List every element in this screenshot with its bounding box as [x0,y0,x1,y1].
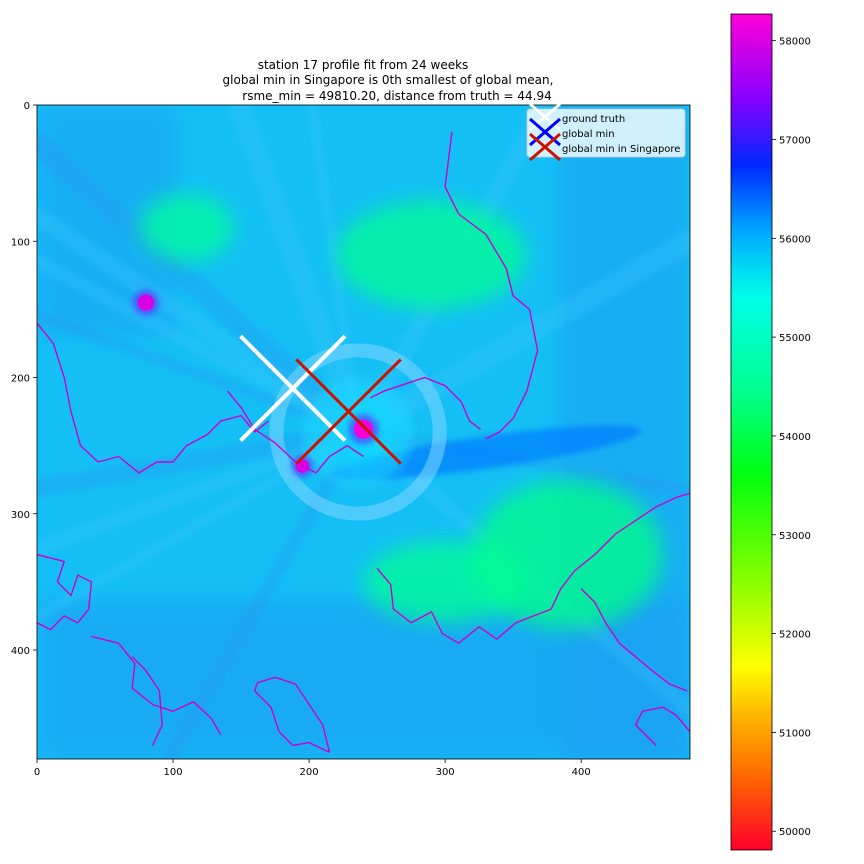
x-tick-label: 200 [300,767,319,778]
field-ring [269,343,447,521]
title-line-2: global min in Singapore is 0th smallest … [223,73,554,87]
field-patch [139,193,235,262]
title-line-1: station 17 profile fit from 24 weeks [258,58,469,72]
field-hotspot [353,419,374,439]
radial-streak [307,105,364,433]
heatmap-features [132,193,663,630]
field-patch [336,200,527,310]
y-tick-label: 400 [11,646,30,657]
x-axis: 0 100 200 300 400 [34,759,591,778]
legend-label: global min [562,129,615,140]
x-tick-label: 400 [572,767,591,778]
y-axis: 0 100 200 300 400 [11,101,37,657]
legend-entry: ground truth [529,102,625,132]
coastline-outlines [37,132,690,834]
y-tick-label: 200 [11,374,30,385]
radial-streak [37,253,362,439]
coastline-path [580,588,688,692]
y-tick-label: 100 [11,237,30,248]
legend-marker [529,117,561,147]
coastline-path [91,635,222,735]
radial-streak [37,425,361,557]
coastline-path [37,553,93,631]
field-hotspot [137,294,154,311]
coastline-path [513,807,636,834]
colorbar: 50000 51000 52000 53000 54000 55000 56000 57000… [730,13,811,851]
colorbar-gradient [731,14,772,850]
y-tick-label: 300 [11,510,30,521]
radial-streak [37,204,364,440]
x-tick-label: 300 [436,767,455,778]
y-tick-label: 0 [24,101,30,112]
colorbar-tick-label: 53000 [779,531,811,542]
colorbar-tick-label: 54000 [779,432,811,443]
legend-label: global min in Singapore [562,144,680,155]
radial-streak [352,227,690,442]
title-line-3: rsme_min = 49810.20, distance from truth… [242,89,551,103]
legend-box [526,108,686,158]
radial-streak [37,128,366,441]
coastline-path [37,322,269,474]
coastline-path [226,390,364,474]
colorbar-tick-label: 56000 [779,234,811,245]
coastline-path [376,492,690,644]
legend-marker [529,102,561,132]
coastline-path [369,376,481,430]
colorbar-frame [730,13,773,851]
x-tick-label: 0 [34,767,40,778]
markers [239,334,402,465]
colorbar-tick-label: 57000 [779,135,811,146]
colorbar-tick-label: 55000 [779,333,811,344]
coastline-path [131,656,163,746]
colorbar-tick-label: 58000 [779,37,811,48]
radial-streak [37,423,360,498]
colorbar-tick-label: 52000 [779,630,811,641]
coastline-path [444,132,539,440]
field-patch [363,541,527,623]
coastline-path [254,676,331,753]
colorbar-ticks: 50000 51000 52000 53000 54000 55000 56000 57000… [772,37,811,838]
colorbar-tick-label: 50000 [779,827,811,838]
colorbar-tick-label: 51000 [779,728,811,739]
radial-streak [353,426,690,720]
legend-label: ground truth [562,114,625,125]
marker-ground-truth [239,334,347,442]
x-tick-label: 100 [163,767,182,778]
legend-entry: global min [529,117,615,147]
marker-global-min-in-Singapore [295,358,402,465]
radial-streak [161,428,365,759]
radial-streak [37,309,360,437]
radial-streak [37,427,361,624]
legend: ground truth global min global min in Sing… [526,102,686,162]
axes-frame [36,104,691,760]
chart-title: station 17 profile fit from 24 weeks glo… [223,58,554,103]
legend-entry: global min in Singapore [529,132,680,162]
legend-marker [529,132,561,162]
coastline-path [634,706,690,746]
radial-streak [227,105,369,436]
